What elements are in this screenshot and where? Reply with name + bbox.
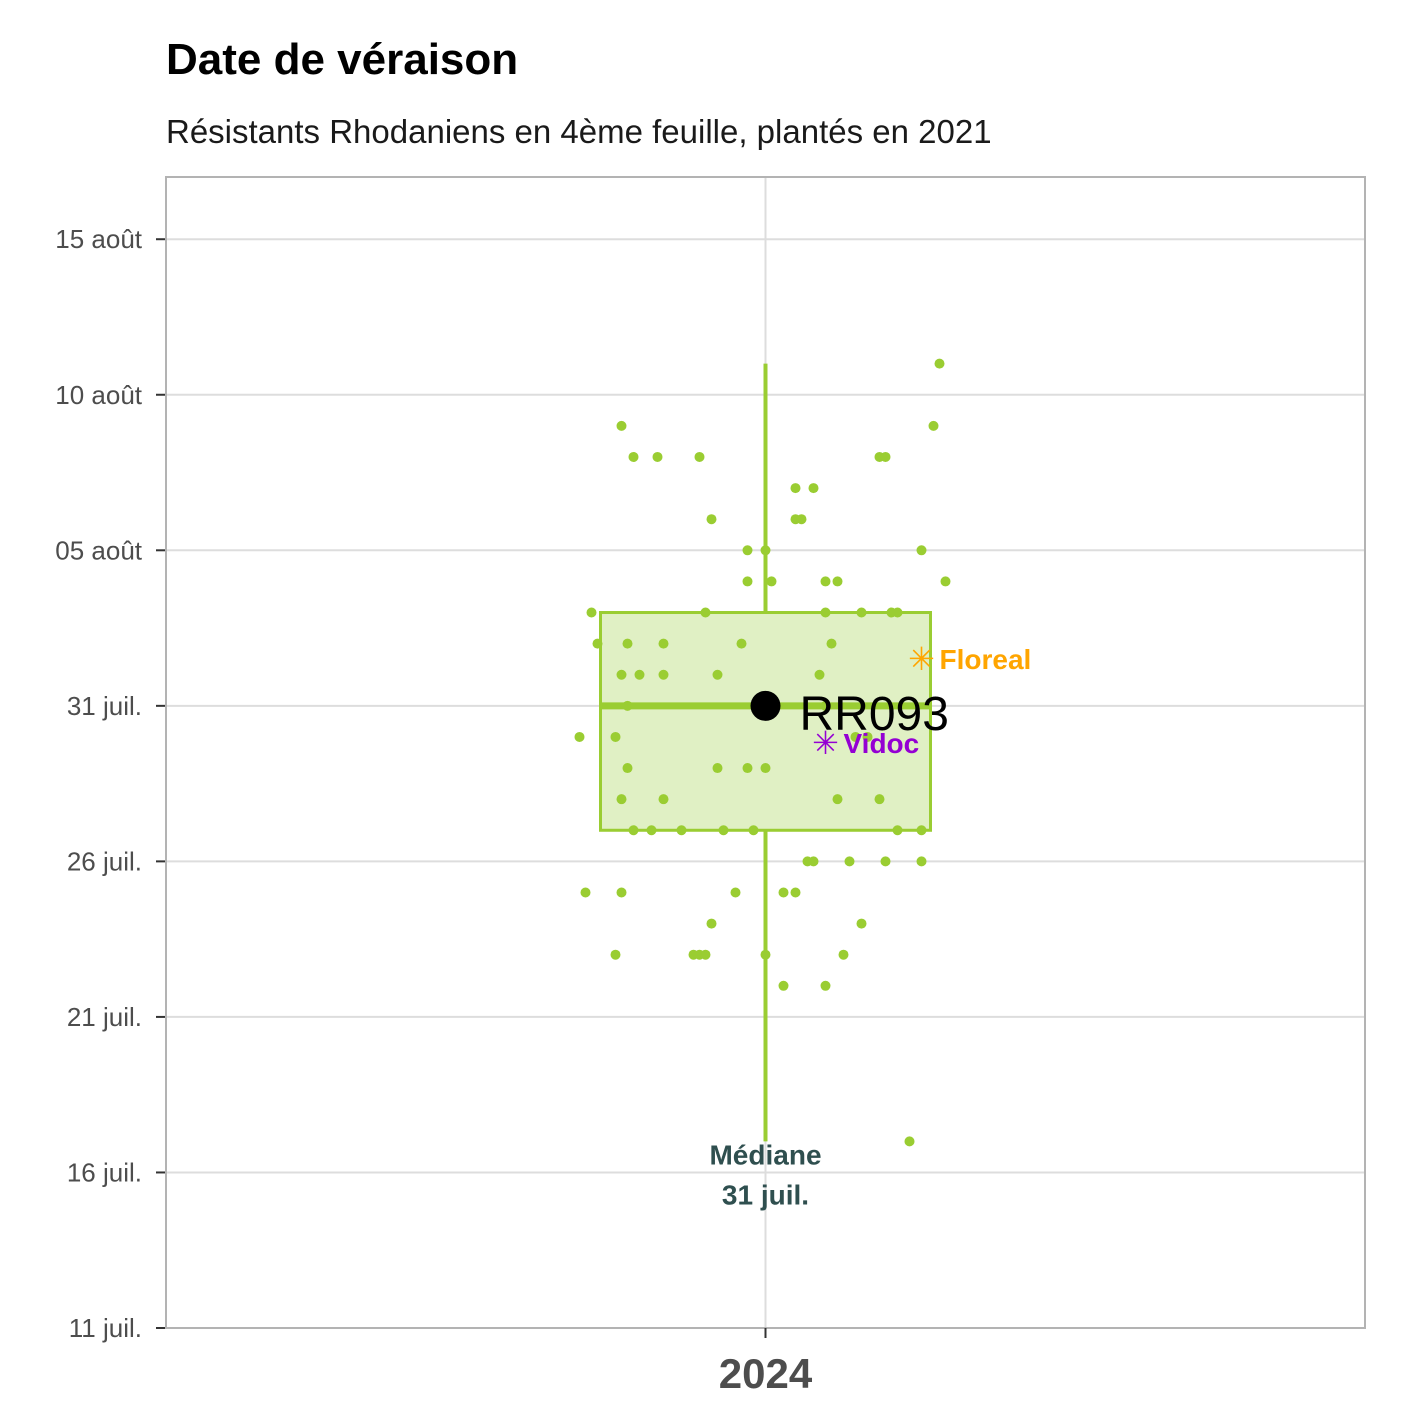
data-point — [796, 514, 807, 525]
data-point — [628, 825, 639, 836]
highlight-point — [750, 690, 781, 721]
data-point — [928, 420, 939, 431]
data-point — [616, 669, 627, 680]
data-point — [838, 949, 849, 960]
data-point — [592, 638, 603, 649]
data-point — [616, 794, 627, 805]
data-point — [706, 918, 717, 929]
y-tick-label: 10 août — [55, 380, 143, 410]
data-point — [826, 638, 837, 649]
data-point — [934, 358, 945, 369]
y-tick-label: 26 juil. — [67, 846, 142, 876]
data-point — [916, 856, 927, 867]
data-point — [574, 731, 585, 742]
data-point — [730, 887, 741, 898]
data-point — [850, 731, 861, 742]
y-tick-label: 16 juil. — [67, 1157, 142, 1187]
data-point — [622, 700, 633, 711]
data-point — [652, 451, 663, 462]
data-point — [634, 669, 645, 680]
data-point — [904, 1136, 915, 1147]
data-point — [874, 794, 885, 805]
data-point — [610, 949, 621, 960]
data-point — [586, 607, 597, 618]
data-point — [736, 638, 747, 649]
data-point — [646, 825, 657, 836]
data-point — [742, 545, 753, 556]
data-point — [814, 669, 825, 680]
data-point — [892, 607, 903, 618]
data-point — [712, 763, 723, 774]
reference-star-icon: ✳ — [812, 724, 839, 762]
data-point — [862, 731, 873, 742]
data-point — [820, 700, 831, 711]
y-tick-label: 21 juil. — [67, 1002, 142, 1032]
chart-subtitle: Résistants Rhodaniens en 4ème feuille, p… — [166, 113, 992, 150]
y-tick-label: 31 juil. — [67, 691, 142, 721]
data-point — [760, 545, 771, 556]
data-point — [580, 887, 591, 898]
data-point — [790, 483, 801, 494]
data-point — [766, 576, 777, 587]
data-point — [916, 545, 927, 556]
data-point — [820, 607, 831, 618]
boxplot — [599, 363, 932, 1142]
axes: 11 juil. 16 juil. 21 juil. 26 juil. 31 juil.… — [55, 176, 1366, 1397]
median-annotation-value: 31 juil. — [722, 1179, 809, 1210]
data-point — [742, 576, 753, 587]
data-point — [832, 576, 843, 587]
data-point — [880, 856, 891, 867]
data-point — [748, 825, 759, 836]
data-point — [820, 980, 831, 991]
reference-star-icon: ✳ — [908, 640, 935, 678]
data-point — [940, 576, 951, 587]
data-point — [706, 514, 717, 525]
data-point — [676, 825, 687, 836]
data-point — [760, 763, 771, 774]
data-point — [694, 451, 705, 462]
data-point — [616, 420, 627, 431]
data-point — [844, 856, 855, 867]
data-point — [892, 825, 903, 836]
median-annotation-title: Médiane — [709, 1139, 821, 1170]
data-point — [808, 483, 819, 494]
highlight-label: RR093 — [800, 688, 949, 741]
data-point — [622, 763, 633, 774]
x-tick-label: 2024 — [719, 1350, 813, 1397]
data-point — [628, 451, 639, 462]
data-point — [778, 887, 789, 898]
data-point — [700, 607, 711, 618]
data-point — [658, 669, 669, 680]
data-point — [760, 949, 771, 960]
data-point — [610, 731, 621, 742]
data-point — [856, 607, 867, 618]
reference-label: Floreal — [940, 644, 1032, 675]
chart-title: Date de véraison — [166, 35, 518, 84]
data-point — [700, 949, 711, 960]
data-point — [790, 887, 801, 898]
data-point — [658, 794, 669, 805]
data-point — [778, 980, 789, 991]
data-points — [574, 358, 951, 1147]
data-point — [832, 794, 843, 805]
data-point — [742, 763, 753, 774]
data-point — [658, 638, 669, 649]
data-point — [856, 918, 867, 929]
reference-label: Vidoc — [844, 728, 920, 759]
y-tick-label: 15 août — [55, 224, 143, 254]
data-point — [622, 638, 633, 649]
data-point — [712, 669, 723, 680]
y-tick-label: 05 août — [55, 535, 143, 565]
data-point — [616, 887, 627, 898]
data-point — [820, 576, 831, 587]
box-iqr — [599, 611, 932, 832]
data-point — [718, 825, 729, 836]
data-point — [808, 856, 819, 867]
y-tick-label: 11 juil. — [69, 1313, 142, 1343]
data-point — [880, 451, 891, 462]
data-point — [916, 825, 927, 836]
